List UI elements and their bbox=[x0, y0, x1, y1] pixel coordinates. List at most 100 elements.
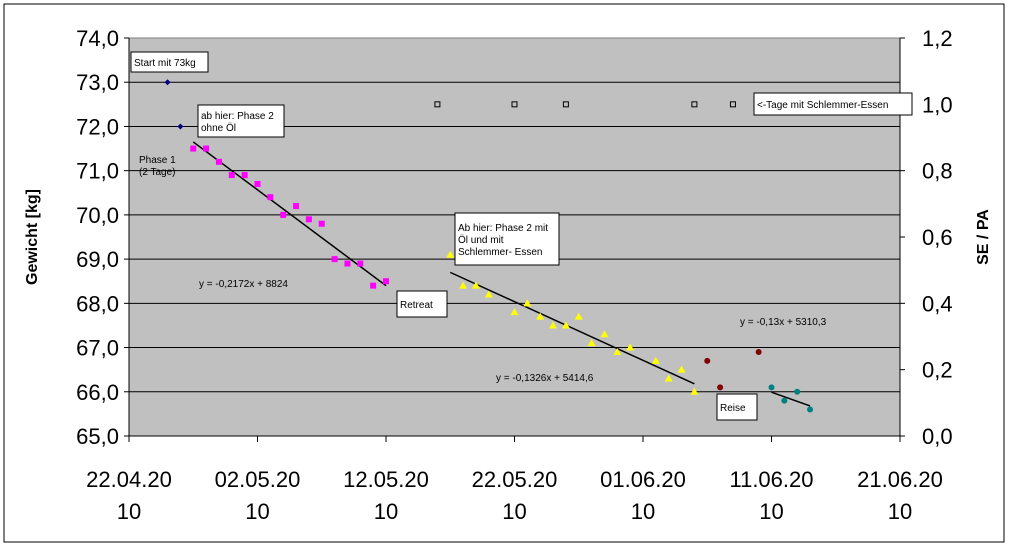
x-tick-label: 22.04.20 bbox=[86, 467, 172, 492]
trendlines bbox=[192, 141, 811, 407]
axes: 65,0 66,0 67,0 68,0 69,0 70,0 71,0 72,0 73,0 74,0… bbox=[76, 26, 952, 524]
point-triangle bbox=[677, 365, 686, 373]
annotation-text: Start mit 73kg bbox=[134, 58, 196, 69]
annotation-eq3: y = -0,13x + 5310,3 bbox=[740, 317, 827, 328]
point-square bbox=[344, 260, 351, 267]
y-tick-label: 66,0 bbox=[76, 380, 119, 405]
point-triangle bbox=[690, 387, 699, 395]
x-tick-label-year: 10 bbox=[759, 499, 783, 524]
point-triangle bbox=[510, 308, 519, 316]
point-open-square bbox=[562, 101, 569, 108]
y-tick-label: 71,0 bbox=[76, 159, 119, 184]
point-square bbox=[318, 220, 325, 227]
trendline bbox=[771, 391, 811, 407]
y2-tick-label: 0,6 bbox=[922, 225, 953, 250]
point-square bbox=[305, 216, 312, 223]
annotation-box bbox=[396, 290, 448, 318]
annotation-text: Öl und mit bbox=[458, 234, 504, 246]
y2-tick-label: 0,4 bbox=[922, 291, 953, 316]
point-square bbox=[280, 211, 287, 218]
point-diamond bbox=[164, 79, 171, 86]
point-square bbox=[331, 256, 338, 263]
y2-tick-label: 0,2 bbox=[922, 358, 953, 383]
y-tick-label: 70,0 bbox=[76, 203, 119, 228]
point-square bbox=[370, 282, 377, 289]
x-tick-label-year: 10 bbox=[888, 499, 912, 524]
annotation-text: (2 Tage) bbox=[139, 167, 176, 178]
x-tick-label: 11.06.20 bbox=[729, 467, 813, 492]
trendline bbox=[449, 271, 695, 385]
annotation-reise: Reise bbox=[716, 393, 758, 421]
x-tick-label: 01.06.20 bbox=[600, 467, 686, 492]
point-square bbox=[293, 203, 300, 210]
point-triangle bbox=[549, 321, 558, 329]
annotation-box bbox=[753, 92, 913, 116]
annotation-se-label: <-Tage mit Schlemmer-Essen bbox=[753, 92, 913, 116]
point-triangle bbox=[523, 299, 532, 307]
point-triangle bbox=[574, 312, 583, 320]
annotation-start: Start mit 73kg bbox=[130, 51, 209, 73]
y-tick-label: 74,0 bbox=[76, 26, 119, 51]
point-open-square bbox=[511, 101, 518, 108]
point-open-square bbox=[729, 101, 736, 108]
point-triangle bbox=[600, 330, 609, 338]
annotation-text: ab hier: Phase 2 bbox=[201, 111, 274, 122]
y-tick-label: 72,0 bbox=[76, 114, 119, 139]
annotation-phase1: Phase 1(2 Tage) bbox=[139, 155, 176, 178]
y-tick-label: 65,0 bbox=[76, 424, 119, 449]
x-tick-label-year: 10 bbox=[502, 499, 526, 524]
y-axis-label: Gewicht [kg] bbox=[24, 189, 41, 285]
annotation-text: y = -0,13x + 5310,3 bbox=[740, 317, 827, 328]
y-tick-label: 67,0 bbox=[76, 336, 119, 361]
x-tick-label-year: 10 bbox=[631, 499, 655, 524]
point-square bbox=[267, 194, 274, 201]
x-tick-label-year: 10 bbox=[117, 499, 141, 524]
point-circle bbox=[717, 384, 724, 391]
annotation-text: Retreat bbox=[400, 300, 433, 311]
point-circle bbox=[755, 348, 762, 355]
point-triangle bbox=[561, 321, 570, 329]
point-triangle bbox=[484, 290, 493, 298]
point-open-square bbox=[434, 101, 441, 108]
point-circle bbox=[794, 388, 801, 395]
y-tick-label: 73,0 bbox=[76, 70, 119, 95]
trendline bbox=[192, 141, 387, 287]
y2-axis-label: SE / PA bbox=[975, 209, 992, 265]
point-triangle bbox=[459, 281, 468, 289]
annotation-text: Ab hier: Phase 2 mit bbox=[458, 223, 548, 234]
point-triangle bbox=[446, 250, 455, 258]
point-circle bbox=[781, 397, 788, 404]
point-triangle bbox=[536, 312, 545, 320]
point-triangle bbox=[664, 374, 673, 382]
annotation-text: Reise bbox=[720, 403, 746, 414]
y-tick-label: 68,0 bbox=[76, 291, 119, 316]
point-circle bbox=[768, 384, 775, 391]
annotation-text: y = -0,1326x + 5414,6 bbox=[496, 373, 594, 384]
x-tick-label: 02.05.20 bbox=[215, 467, 301, 492]
annotation-box bbox=[454, 212, 560, 266]
y2-tick-label: 0,0 bbox=[922, 424, 953, 449]
point-square bbox=[190, 145, 197, 152]
point-diamond bbox=[177, 123, 184, 130]
annotation-text: Phase 1 bbox=[139, 155, 176, 166]
x-tick-label: 12.05.20 bbox=[343, 467, 429, 492]
point-square bbox=[203, 145, 210, 152]
annotation-eq1: y = -0,2172x + 8824 bbox=[199, 279, 288, 290]
y2-tick-label: 1,2 bbox=[922, 26, 953, 51]
point-triangle bbox=[471, 281, 480, 289]
annotation-box bbox=[197, 104, 285, 138]
annotation-box bbox=[716, 393, 758, 421]
point-square bbox=[383, 278, 389, 285]
x-tick-label-year: 10 bbox=[245, 499, 269, 524]
x-tick-label: 21.06.20 bbox=[857, 467, 943, 492]
point-triangle bbox=[587, 339, 596, 347]
annotation-text: ohne Öl bbox=[201, 122, 236, 134]
point-open-square bbox=[691, 101, 698, 108]
annotation-retreat: Retreat bbox=[396, 290, 448, 318]
x-tick-label-year: 10 bbox=[374, 499, 398, 524]
point-triangle bbox=[651, 356, 660, 364]
